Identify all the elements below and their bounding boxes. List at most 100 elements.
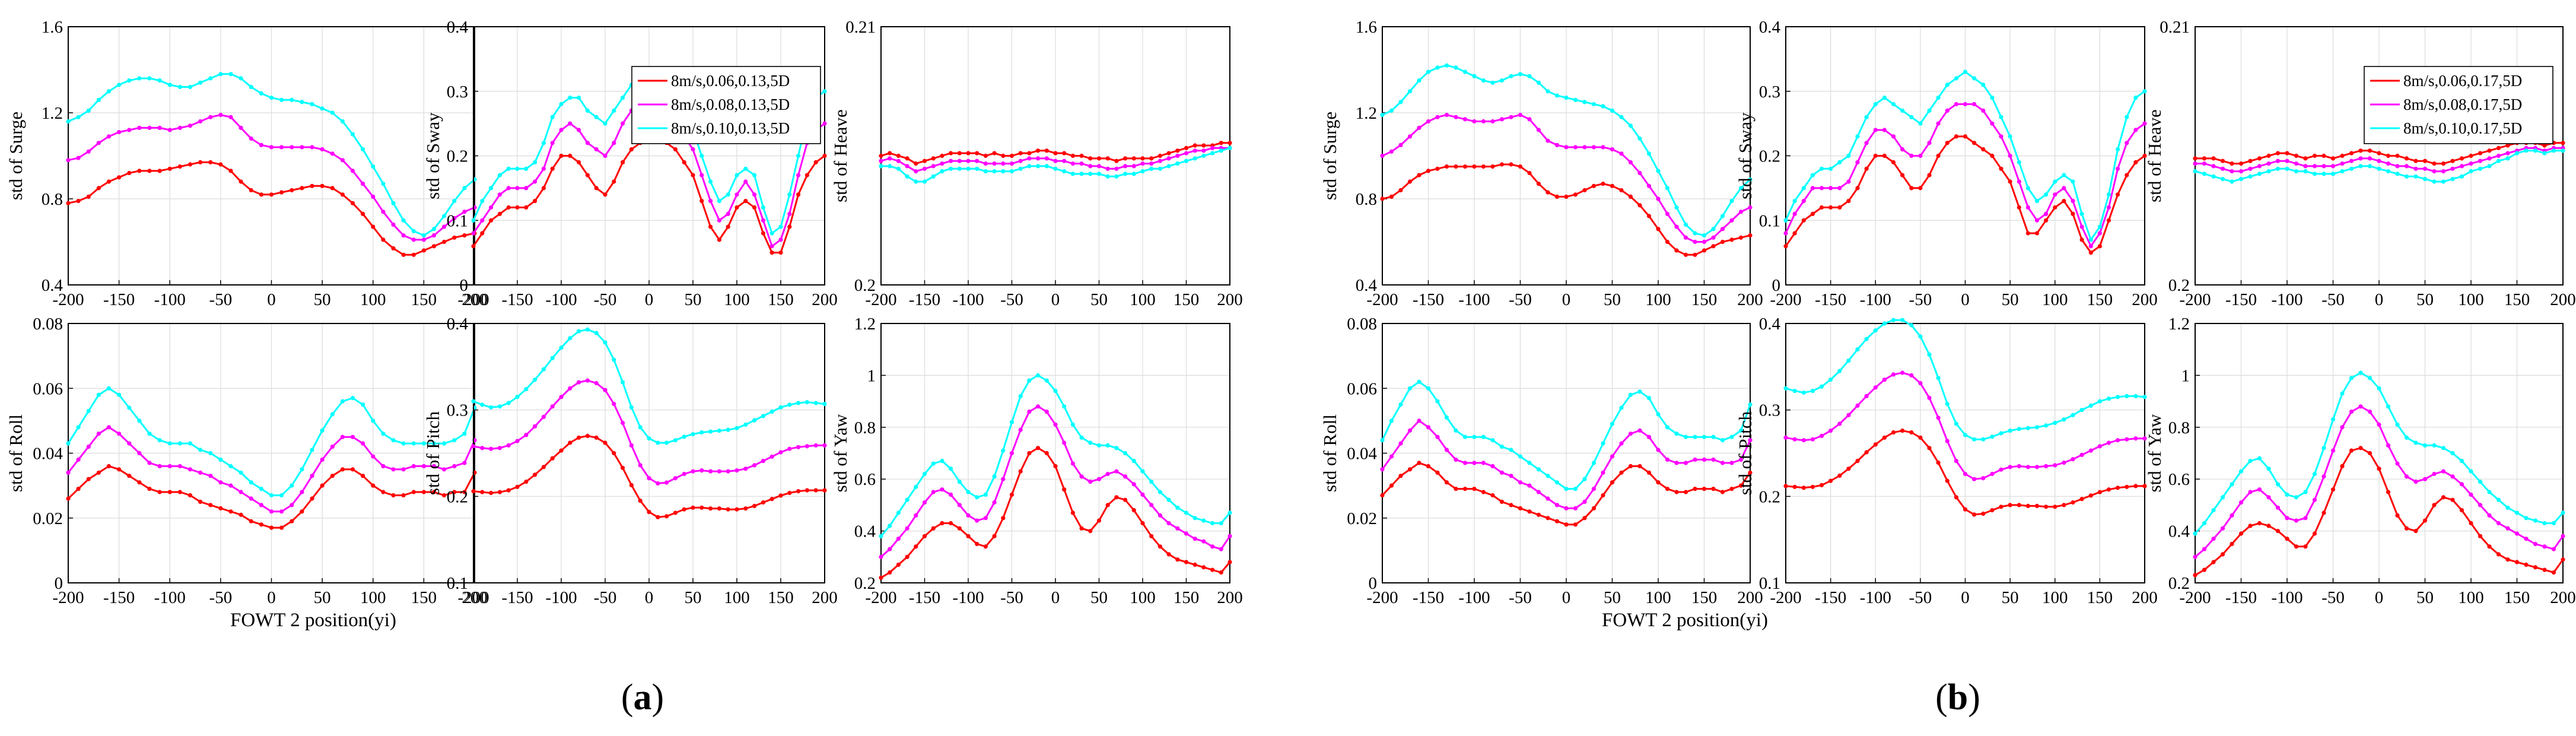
data-point: [1527, 461, 1532, 465]
data-point: [2202, 521, 2207, 526]
data-point: [2125, 484, 2129, 489]
data-point: [2116, 166, 2120, 171]
data-point: [2133, 128, 2138, 132]
data-point: [1407, 179, 1413, 184]
data-point: [1105, 166, 1110, 171]
data-point: [1936, 415, 1941, 420]
data-point: [769, 244, 774, 249]
x-tick-label: -100: [2271, 290, 2303, 309]
data-point: [2514, 560, 2520, 564]
data-point: [106, 89, 112, 94]
data-point: [822, 89, 827, 94]
data-point: [1918, 121, 1923, 126]
data-point: [2432, 179, 2437, 184]
data-point: [147, 169, 152, 173]
data-point: [310, 448, 314, 452]
data-point: [717, 429, 721, 433]
data-point: [1810, 389, 1815, 394]
data-point: [2377, 158, 2381, 163]
x-tick-label: 200: [2132, 290, 2158, 309]
data-point: [1945, 401, 1950, 407]
data-point: [1398, 142, 1403, 147]
data-point: [2211, 537, 2216, 541]
data-point: [471, 444, 476, 449]
data-point: [2404, 156, 2409, 161]
data-point: [699, 430, 704, 435]
data-point: [76, 115, 81, 119]
data-point: [1096, 443, 1102, 448]
data-point: [1990, 153, 1995, 158]
data-point: [1819, 433, 1824, 439]
data-point: [1837, 421, 1842, 426]
data-point: [1864, 166, 1869, 171]
data-point: [515, 395, 520, 399]
series-a-surge-2: [66, 113, 477, 242]
data-point: [506, 186, 511, 191]
data-point: [421, 441, 427, 446]
data-point: [2487, 164, 2492, 169]
data-point: [2088, 448, 2093, 453]
data-point: [1192, 562, 1197, 567]
y-tick-label: 0.1: [447, 211, 468, 230]
data-point: [1088, 529, 1093, 534]
data-point: [1637, 203, 1642, 208]
data-point: [1891, 318, 1896, 322]
data-point: [1573, 522, 1578, 527]
data-point: [1702, 487, 1707, 491]
data-point: [2404, 174, 2409, 179]
y-tick-label: 0: [55, 574, 63, 593]
data-point: [1783, 244, 1788, 249]
data-point: [2275, 529, 2281, 534]
data-point: [1490, 119, 1495, 124]
data-point: [1783, 386, 1788, 391]
data-point: [1711, 227, 1716, 231]
data-point: [1407, 134, 1413, 139]
data-point: [1227, 141, 1232, 145]
data-point: [1219, 148, 1223, 153]
data-point: [218, 113, 223, 118]
data-point: [1545, 516, 1550, 521]
x-tick-label: -100: [1860, 290, 1891, 309]
data-point: [515, 186, 520, 191]
data-point: [340, 434, 345, 439]
data-point: [1564, 506, 1569, 511]
data-point: [1426, 69, 1431, 74]
data-point: [2238, 161, 2244, 166]
data-point: [585, 141, 590, 145]
data-point: [2340, 391, 2345, 396]
data-point: [2413, 529, 2418, 534]
data-point: [2413, 480, 2418, 484]
data-point: [940, 521, 944, 526]
data-point: [787, 192, 792, 197]
data-point: [208, 160, 213, 164]
data-point: [1472, 119, 1477, 124]
data-point: [1891, 134, 1896, 139]
data-point: [1601, 441, 1605, 446]
x-tick-label: -50: [1000, 588, 1023, 607]
x-tick-label: -50: [1509, 588, 1532, 607]
data-point: [585, 108, 590, 113]
data-point: [1783, 435, 1788, 440]
data-point: [2367, 376, 2373, 380]
data-point: [2266, 153, 2271, 158]
data-point: [2079, 211, 2084, 216]
data-point: [1674, 205, 1679, 210]
data-point: [2561, 141, 2565, 145]
data-point: [2386, 404, 2391, 409]
data-point: [2321, 172, 2326, 176]
data-point: [2071, 500, 2075, 505]
data-point: [966, 534, 971, 538]
series-b-surge-3: [1380, 63, 1753, 238]
data-point: [2422, 166, 2428, 171]
data-point: [1846, 199, 1851, 204]
data-point: [127, 128, 132, 132]
x-tick-label: -200: [457, 588, 489, 607]
x-tick-label: 0: [267, 290, 276, 309]
data-point: [300, 490, 304, 494]
data-point: [2542, 567, 2547, 572]
data-point: [2142, 395, 2147, 399]
data-point: [647, 436, 651, 441]
subplot-a-sway: -200 -150 -100 -50 0 50 100 150 20000.10.20.30.4…: [422, 18, 838, 309]
data-point: [1981, 147, 1986, 152]
data-point: [1610, 480, 1615, 485]
